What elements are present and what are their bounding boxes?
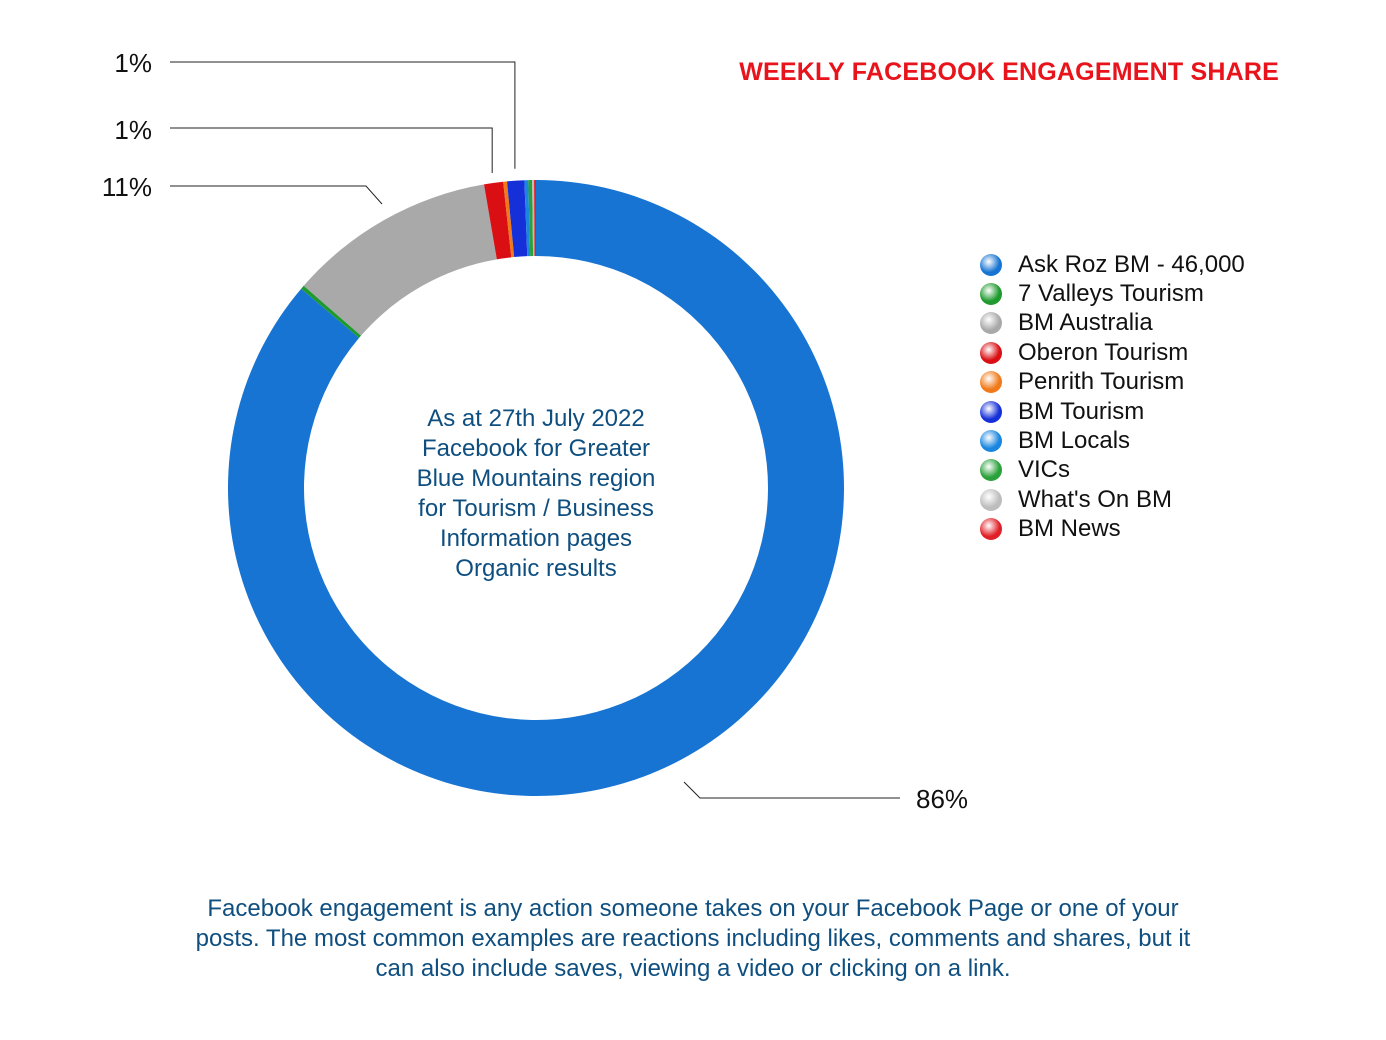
legend-swatch — [980, 283, 1002, 306]
data-label-oberon-tourism: 1% — [114, 115, 152, 145]
data-label-bm-australia: 11% — [102, 172, 152, 202]
legend-swatch — [980, 341, 1002, 364]
legend-label: Ask Roz BM - 46,000 — [1018, 250, 1245, 278]
legend-item-ask-roz-bm-46-000: Ask Roz BM - 46,000 — [980, 250, 1245, 279]
slice-what-s-on-bm — [532, 180, 535, 257]
center-text-line: Information pages — [439, 525, 633, 552]
legend-label: BM News — [1018, 515, 1121, 543]
leader-line-bm-tourism — [170, 61, 516, 169]
slice-bm-australia — [303, 184, 497, 336]
center-text-line: As at 27th July 2022 — [427, 405, 645, 432]
legend-label: VICs — [1018, 456, 1071, 484]
legend-label: Oberon Tourism — [1018, 338, 1189, 366]
footer-line: Facebook engagement is any action someon… — [207, 895, 1179, 922]
center-text: As at 27th July 2022 Facebook for Greate… — [386, 404, 686, 584]
legend-item-bm-news: BM News — [980, 515, 1245, 544]
leader-line-bm-australia — [170, 185, 383, 205]
slice-vics — [528, 180, 534, 257]
legend-swatch — [980, 400, 1002, 423]
legend-swatch — [980, 430, 1002, 453]
legend-label: BM Locals — [1018, 427, 1131, 455]
legend-swatch — [980, 459, 1002, 482]
legend-swatch — [980, 371, 1002, 394]
center-text-line: Blue Mountains region — [416, 465, 656, 492]
legend-item-penrith-tourism: Penrith Tourism — [980, 368, 1245, 397]
slice-bm-news — [534, 180, 536, 257]
slice-bm-locals — [524, 180, 531, 257]
data-label-bm-tourism: 1% — [114, 48, 152, 78]
legend-swatch — [980, 312, 1002, 335]
center-text-line: for Tourism / Business — [418, 495, 654, 522]
footer-line: can also include saves, viewing a video … — [375, 955, 1011, 982]
legend-item-bm-locals: BM Locals — [980, 426, 1245, 455]
legend-item-vics: VICs — [980, 456, 1245, 485]
legend-label: 7 Valleys Tourism — [1018, 280, 1204, 308]
slice-7-valleys-tourism — [301, 285, 362, 338]
center-text-line: Organic results — [455, 555, 617, 582]
legend-swatch — [980, 518, 1002, 541]
legend-item-7-valleys-tourism: 7 Valleys Tourism — [980, 279, 1245, 308]
data-label-ask-roz-bm-46-000: 86% — [916, 784, 968, 814]
chart-legend: Ask Roz BM - 46,000 7 Valleys Tourism BM A… — [980, 250, 1245, 544]
slice-bm-tourism — [507, 180, 528, 258]
legend-swatch — [980, 488, 1002, 511]
slice-oberon-tourism — [483, 181, 512, 260]
center-text-line: Facebook for Greater — [421, 435, 651, 462]
leader-line-oberon-tourism — [170, 127, 493, 174]
legend-item-bm-tourism: BM Tourism — [980, 397, 1245, 426]
legend-swatch — [980, 253, 1002, 276]
footer-line: posts. The most common examples are reac… — [195, 925, 1191, 952]
chart-title: WEEKLY FACEBOOK ENGAGEMENT SHARE — [739, 58, 1279, 86]
legend-item-what-s-on-bm: What's On BM — [980, 485, 1245, 514]
footer-text: Facebook engagement is any action someon… — [100, 894, 1286, 984]
slice-penrith-tourism — [503, 181, 515, 258]
legend-label: BM Tourism — [1018, 397, 1145, 425]
legend-item-bm-australia: BM Australia — [980, 309, 1245, 338]
leader-line-ask-roz-bm-46-000 — [683, 781, 900, 799]
legend-label: Penrith Tourism — [1018, 368, 1185, 396]
legend-item-oberon-tourism: Oberon Tourism — [980, 338, 1245, 367]
legend-label: What's On BM — [1018, 485, 1172, 513]
legend-label: BM Australia — [1018, 309, 1153, 337]
